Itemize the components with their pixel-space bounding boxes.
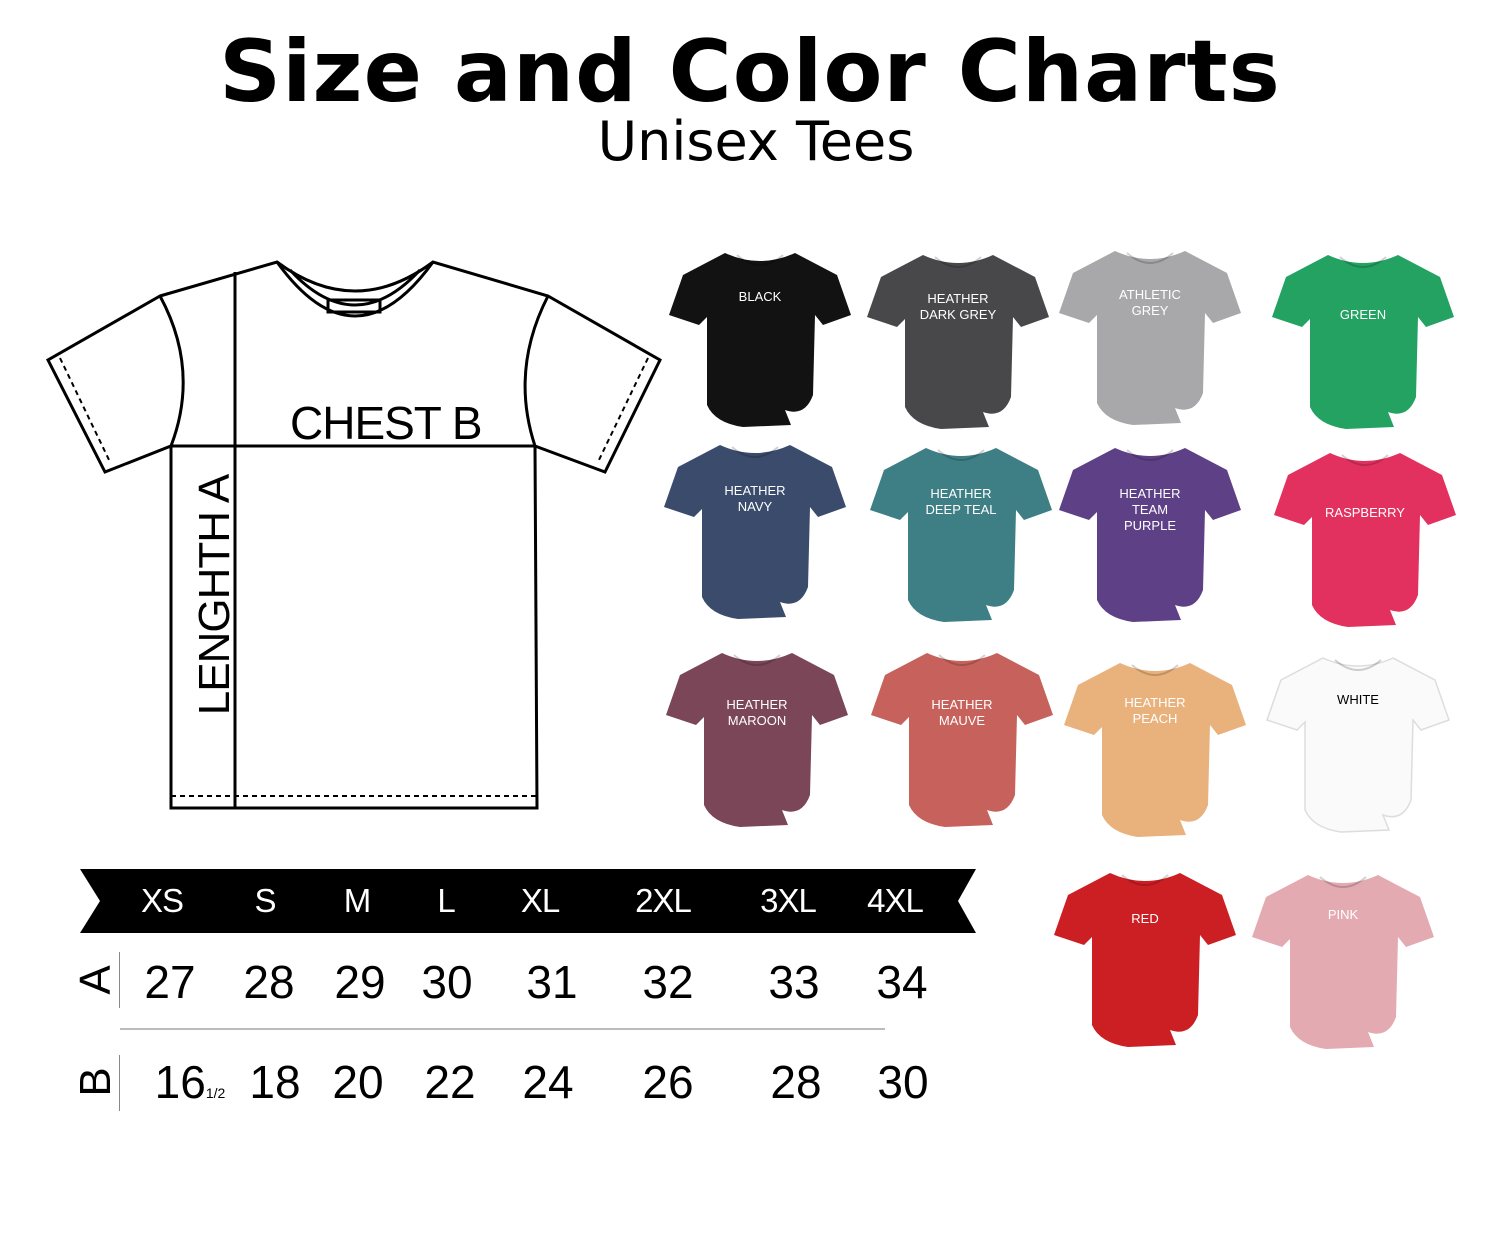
size-value: 33: [768, 955, 819, 1009]
size-value: 32: [642, 955, 693, 1009]
tshirt-icon: [1059, 448, 1241, 622]
color-name: HEATHER MAUVE: [931, 697, 993, 728]
tshirt-icon: [1054, 873, 1236, 1047]
row-separator: [120, 1028, 885, 1030]
size-header: 2XL: [635, 882, 692, 919]
color-name: RASPBERRY: [1325, 505, 1405, 520]
value-text: 34: [876, 956, 928, 1008]
size-header: XL: [520, 882, 560, 919]
color-swatch[interactable]: HEATHER MAUVE: [867, 645, 1057, 835]
page-subtitle: Unisex Tees: [597, 110, 915, 173]
size-value: 22: [424, 1055, 475, 1109]
size-value: 26: [642, 1055, 693, 1109]
color-name: RED: [1131, 911, 1159, 926]
size-value: 31: [526, 955, 577, 1009]
chest-label: CHEST B: [290, 397, 483, 449]
color-name: ATHLETIC GREY: [1119, 287, 1181, 318]
color-swatch[interactable]: GREEN: [1268, 247, 1458, 437]
color-swatch[interactable]: HEATHER DEEP TEAL: [866, 440, 1056, 630]
length-label: LENGHTH A: [190, 474, 239, 716]
size-value: 28: [243, 955, 294, 1009]
color-swatch[interactable]: HEATHER NAVY: [660, 437, 850, 627]
tshirt-icon: [664, 445, 846, 619]
color-swatch[interactable]: HEATHER TEAM PURPLE: [1055, 440, 1245, 630]
tshirt-icon: [666, 653, 848, 827]
size-header: 3XL: [760, 882, 817, 919]
value-text: 33: [768, 956, 820, 1008]
size-value: 24: [522, 1055, 573, 1109]
color-swatch[interactable]: PINK: [1248, 867, 1438, 1057]
tshirt-icon: [1274, 453, 1456, 627]
tshirt-icon: [1059, 251, 1241, 425]
page-title: Size and Color Charts: [219, 22, 1281, 122]
size-header: 4XL: [867, 882, 924, 919]
color-swatch[interactable]: ATHLETIC GREY: [1055, 243, 1245, 433]
size-header-banner: [80, 869, 976, 933]
color-swatch[interactable]: RASPBERRY: [1270, 445, 1460, 635]
size-value: 18: [249, 1055, 300, 1109]
tshirt-icon: [1266, 657, 1450, 833]
size-value: 29: [334, 955, 385, 1009]
value-text: 20: [332, 1056, 384, 1108]
size-header: XS: [140, 882, 184, 919]
size-header: L: [437, 882, 455, 919]
tshirt-icon: [867, 255, 1049, 429]
row-divider: [119, 952, 120, 1008]
size-header: S: [254, 882, 276, 919]
color-swatch[interactable]: HEATHER MAROON: [662, 645, 852, 835]
tshirt-icon: [1272, 255, 1454, 429]
tshirt-icon: [871, 653, 1053, 827]
value-text: 32: [642, 956, 694, 1008]
row-label-b: B: [71, 1067, 120, 1097]
tshirt-icon: [1064, 663, 1246, 837]
value-text: 28: [243, 956, 295, 1008]
size-value: 30: [877, 1055, 928, 1109]
fraction: 1/2: [205, 1085, 226, 1101]
color-name: PINK: [1327, 907, 1359, 922]
size-value: 34: [876, 955, 927, 1009]
color-swatch[interactable]: RED: [1050, 865, 1240, 1055]
color-name: HEATHER MAROON: [726, 697, 788, 728]
color-name: HEATHER DARK GREY: [919, 291, 997, 322]
value-text: 28: [770, 1056, 822, 1108]
size-value: 20: [332, 1055, 383, 1109]
value-text: 30: [421, 956, 473, 1008]
color-name: HEATHER DEEP TEAL: [925, 486, 997, 517]
tshirt-measurement-diagram: [46, 260, 662, 810]
tshirt-icon: [1252, 875, 1434, 1049]
color-swatch[interactable]: BLACK: [665, 245, 855, 435]
color-swatch[interactable]: HEATHER PEACH: [1060, 655, 1250, 845]
value-text: 24: [522, 1056, 574, 1108]
value-text: 27: [144, 956, 196, 1008]
color-name: HEATHER NAVY: [724, 483, 786, 514]
size-value: 161/2: [155, 1055, 226, 1109]
value-text: 29: [334, 956, 386, 1008]
value-text: 30: [877, 1056, 929, 1108]
row-divider: [119, 1055, 120, 1111]
color-name: BLACK: [738, 289, 782, 304]
tshirt-icon: [870, 448, 1052, 622]
size-value: 27: [144, 955, 195, 1009]
color-name: WHITE: [1337, 692, 1379, 707]
tshirt-icon: [669, 253, 851, 427]
value-text: 18: [249, 1056, 301, 1108]
size-header: M: [343, 882, 371, 919]
row-label-a: A: [71, 965, 120, 995]
value-text: 16: [154, 1056, 206, 1108]
value-text: 26: [642, 1056, 694, 1108]
value-text: 22: [424, 1056, 476, 1108]
color-swatch[interactable]: WHITE: [1263, 650, 1453, 840]
color-name: GREEN: [1339, 307, 1387, 322]
color-swatch[interactable]: HEATHER DARK GREY: [863, 247, 1053, 437]
color-name: HEATHER TEAM PURPLE: [1119, 486, 1181, 533]
size-value: 28: [770, 1055, 821, 1109]
size-value: 30: [421, 955, 472, 1009]
value-text: 31: [526, 956, 578, 1008]
color-name: HEATHER PEACH: [1124, 695, 1186, 726]
